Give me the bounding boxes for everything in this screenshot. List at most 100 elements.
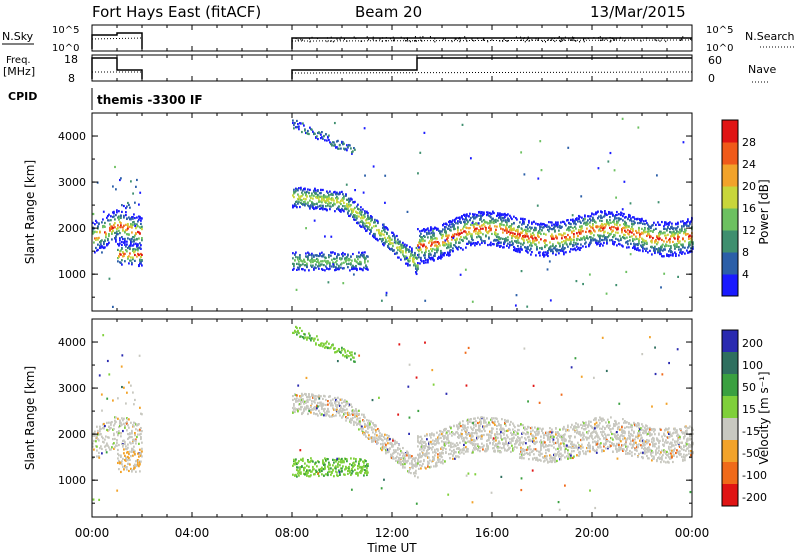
echo-cell <box>337 140 339 142</box>
echo-cell <box>496 243 498 245</box>
echo-cell <box>503 246 505 248</box>
echo-cell <box>105 232 107 234</box>
echo-cell <box>424 236 426 238</box>
echo-cell <box>582 283 584 285</box>
echo-cell <box>338 402 340 404</box>
echo-cell <box>580 247 582 249</box>
echo-cell <box>472 432 474 434</box>
echo-cell <box>113 433 115 435</box>
echo-cell <box>343 198 345 200</box>
echo-cell <box>384 237 386 239</box>
echo-cell <box>562 234 564 236</box>
nsky-sample <box>386 40 387 42</box>
echo-cell <box>306 196 308 198</box>
nsky-sample <box>430 36 431 38</box>
echo-cell <box>105 236 107 238</box>
nsky-sample <box>598 37 599 39</box>
echo-cell <box>442 462 444 464</box>
echo-cell <box>396 456 398 458</box>
echo-cell <box>350 147 352 149</box>
echo-cell <box>374 219 376 221</box>
echo-cell <box>488 237 490 239</box>
echo-cell <box>440 430 442 432</box>
echo-cell <box>537 205 539 207</box>
echo-cell <box>130 422 132 424</box>
echo-cell <box>632 228 634 230</box>
echo-cell <box>123 225 125 227</box>
echo-cell <box>445 451 447 453</box>
echo-cell <box>539 251 541 253</box>
echo-cell <box>313 256 315 258</box>
echo-cell <box>634 218 636 220</box>
echo-cell <box>549 260 551 262</box>
echo-cell <box>125 224 127 226</box>
echo-cell <box>403 255 405 257</box>
echo-cell <box>311 470 313 472</box>
echo-cell <box>120 217 122 219</box>
echo-cell <box>336 471 338 473</box>
echo-cell <box>108 233 110 235</box>
echo-cell <box>516 248 518 250</box>
echo-cell <box>331 259 333 261</box>
echo-cell <box>365 460 367 462</box>
echo-cell <box>309 254 311 256</box>
echo-cell <box>132 224 134 226</box>
echo-cell <box>305 336 307 338</box>
echo-cell <box>445 226 447 228</box>
echo-cell <box>330 236 332 238</box>
echo-cell <box>389 237 391 239</box>
echo-cell <box>373 428 375 430</box>
nsky-sample <box>624 40 625 42</box>
echo-cell <box>351 354 353 356</box>
echo-cell <box>372 436 374 438</box>
echo-cell <box>396 252 398 254</box>
echo-cell <box>340 203 342 205</box>
nsky-sample <box>520 37 521 39</box>
colorbar-tick-label: 28 <box>742 136 756 149</box>
echo-cell <box>319 255 321 257</box>
echo-cell <box>112 438 114 440</box>
echo-cell <box>455 456 457 458</box>
echo-cell <box>120 222 122 224</box>
echo-cell <box>685 233 687 235</box>
echo-cell <box>608 222 610 224</box>
echo-cell <box>603 234 605 236</box>
nsky-sample <box>542 41 543 43</box>
echo-cell <box>595 221 597 223</box>
echo-cell <box>598 167 600 169</box>
echo-cell <box>522 230 524 232</box>
echo-cell <box>475 230 477 232</box>
echo-cell <box>308 133 310 135</box>
nsky-sample <box>560 41 561 43</box>
echo-cell <box>619 224 621 226</box>
echo-cell <box>644 248 646 250</box>
echo-cell <box>432 230 434 232</box>
echo-cell <box>101 251 103 253</box>
echo-cell <box>293 403 295 405</box>
echo-cell <box>501 224 503 226</box>
echo-cell <box>310 457 312 459</box>
echo-cell <box>402 447 404 449</box>
echo-cell <box>469 233 471 235</box>
echo-cell <box>100 445 102 447</box>
echo-cell <box>428 456 430 458</box>
nsky-sample <box>368 39 369 41</box>
echo-cell <box>141 430 143 432</box>
echo-cell <box>552 245 554 247</box>
echo-cell <box>451 446 453 448</box>
echo-cell <box>404 244 406 246</box>
echo-cell <box>377 222 379 224</box>
echo-cell <box>452 219 454 221</box>
echo-cell <box>128 262 130 264</box>
echo-cell <box>495 219 497 221</box>
echo-cell <box>447 237 449 239</box>
echo-cell <box>588 215 590 217</box>
echo-cell <box>383 223 385 225</box>
echo-cell <box>137 244 139 246</box>
echo-cell <box>417 459 419 461</box>
echo-cell <box>129 247 131 249</box>
echo-cell <box>664 248 666 250</box>
echo-cell <box>648 228 650 230</box>
echo-cell <box>494 225 496 227</box>
echo-cell <box>317 414 319 416</box>
